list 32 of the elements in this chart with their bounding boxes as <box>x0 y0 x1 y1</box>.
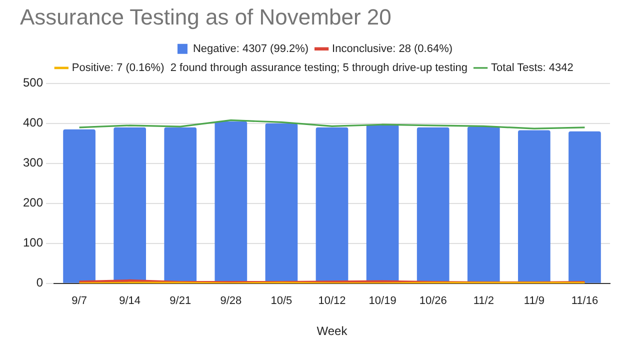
legend-label: Negative: 4307 (99.2%) <box>192 42 309 55</box>
y-tick-label: 100 <box>22 236 44 250</box>
bar <box>265 123 298 283</box>
bar <box>214 121 248 283</box>
x-tick-label: 11/2 <box>473 295 494 308</box>
x-axis-title: Week <box>316 324 348 338</box>
y-tick-label: 200 <box>22 196 44 210</box>
bar <box>63 129 96 283</box>
x-tick-label: 9/14 <box>119 295 141 308</box>
y-tick-label: 500 <box>22 76 44 90</box>
y-tick-label: 400 <box>22 116 44 130</box>
x-tick-label: 10/5 <box>270 295 292 308</box>
x-tick-label: 11/9 <box>524 295 544 308</box>
bar <box>416 127 450 283</box>
x-tick-label: 9/7 <box>72 295 87 308</box>
x-tick-label: 9/28 <box>220 295 242 308</box>
x-tick-label: 11/16 <box>571 295 598 308</box>
y-tick-label: 300 <box>22 156 44 170</box>
chart-title: Assurance Testing as of November 20 <box>20 4 392 30</box>
bar <box>316 127 348 283</box>
x-tick-label: 10/19 <box>368 295 396 308</box>
y-tick-label: 0 <box>36 276 44 290</box>
x-tick-label: 9/21 <box>170 295 192 308</box>
legend-label: Positive: 7 (0.16%) 2 found through assurance testing; 5 through drive-up testing <box>72 62 468 74</box>
bar <box>568 131 601 283</box>
legend-label: Total Tests: 4342 <box>491 62 574 74</box>
bar <box>518 130 550 283</box>
bar <box>467 126 500 283</box>
x-tick-label: 10/12 <box>318 295 346 308</box>
x-tick-label: 10/26 <box>419 295 447 308</box>
legend-label: Inconclusive: 28 (0.64%) <box>332 42 453 55</box>
bar <box>164 127 197 283</box>
